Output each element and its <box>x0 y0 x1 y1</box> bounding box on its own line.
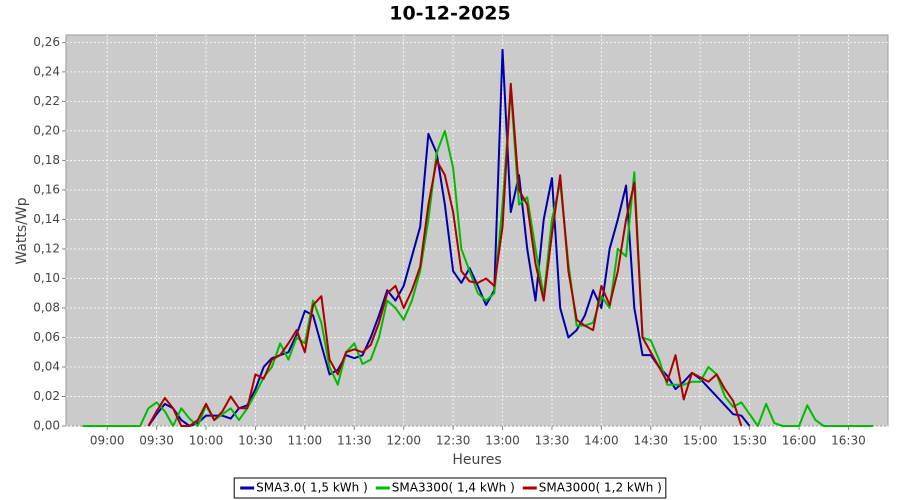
y-tick-label: 0,00 <box>33 419 60 433</box>
y-tick-label: 0,26 <box>33 35 60 49</box>
y-tick-label: 0,22 <box>33 94 60 108</box>
legend-text: SMA3300( 1,4 kWh ) <box>392 481 515 495</box>
x-tick-label: 16:00 <box>782 434 817 448</box>
legend-text: SMA3.0( 1,5 kWh ) <box>256 481 368 495</box>
x-tick-label: 10:00 <box>189 434 224 448</box>
y-tick-label: 0,12 <box>33 241 60 255</box>
chart-title: 10-12-2025 <box>389 3 511 25</box>
legend-text: SMA3000( 1,2 kWh ) <box>539 481 662 495</box>
y-axis-label: Watts/Wp <box>14 197 30 264</box>
x-tick-label: 11:00 <box>288 434 323 448</box>
x-tick-label: 14:30 <box>633 434 668 448</box>
x-tick-label: 15:30 <box>732 434 767 448</box>
x-tick-label: 14:00 <box>584 434 619 448</box>
legend: SMA3.0( 1,5 kWh ) SMA3300( 1,4 kWh ) SMA30… <box>233 477 667 499</box>
x-axis-label: Heures <box>452 452 501 468</box>
y-tick-label: 0,06 <box>33 330 60 344</box>
series-line <box>147 82 743 427</box>
y-tick-label: 0,20 <box>33 123 60 137</box>
y-tick-label: 0,04 <box>33 359 60 373</box>
x-tick-label: 16:30 <box>831 434 866 448</box>
x-tick-label: 12:30 <box>436 434 471 448</box>
y-tick-label: 0,18 <box>33 153 60 167</box>
x-tick-label: 10:30 <box>238 434 273 448</box>
y-tick-label: 0,16 <box>33 182 60 196</box>
y-tick-label: 0,02 <box>33 389 60 403</box>
y-tick-label: 0,10 <box>33 271 60 285</box>
x-tick-label: 11:30 <box>337 434 372 448</box>
x-tick-label: 13:00 <box>485 434 520 448</box>
y-tick-label: 0,14 <box>33 212 60 226</box>
y-tick-label: 0,24 <box>33 64 60 78</box>
x-tick-label: 15:00 <box>683 434 718 448</box>
plot-area <box>65 34 889 427</box>
x-tick-label: 09:30 <box>139 434 174 448</box>
legend-box <box>233 477 667 499</box>
x-tick-label: 09:00 <box>90 434 125 448</box>
x-tick-label: 13:30 <box>535 434 570 448</box>
x-tick-label: 12:00 <box>386 434 421 448</box>
y-tick-label: 0,08 <box>33 300 60 314</box>
